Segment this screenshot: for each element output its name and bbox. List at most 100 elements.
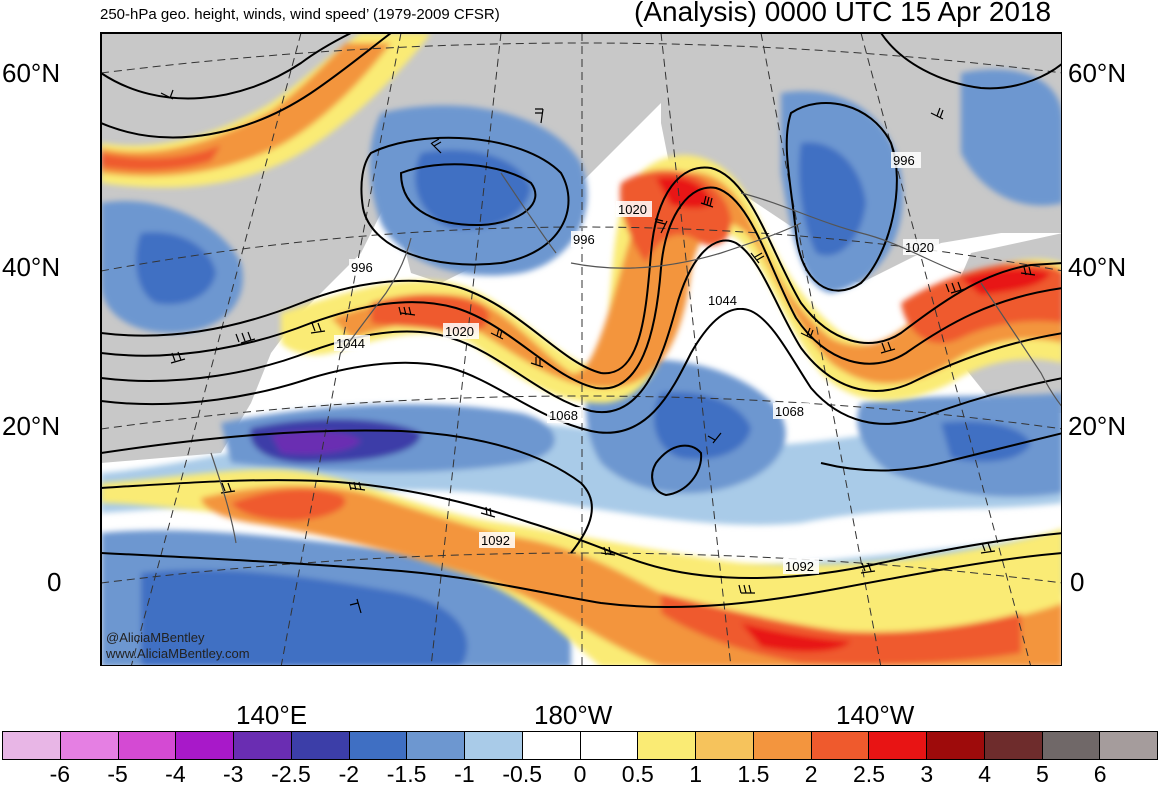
colorbar-swatch — [638, 732, 696, 759]
contour-1068-a — [101, 239, 1061, 414]
coastline-kamchatka — [500, 172, 557, 254]
colorbar-swatch — [234, 732, 292, 759]
height-contours — [101, 33, 1061, 608]
contour-1092-north — [101, 429, 593, 554]
neg-band-south-dark — [141, 569, 468, 665]
colorbar-swatch — [60, 732, 119, 759]
coastlines — [210, 172, 1061, 544]
contour-label-1092-a: 1092 — [481, 533, 510, 548]
wind-barb — [170, 351, 186, 364]
map-panel: 996 1044 1020 1020 996 1044 1068 1068 10… — [100, 32, 1062, 666]
colorbar-swatch — [522, 732, 581, 759]
wind-barb — [880, 341, 896, 354]
lon-label-140w: 140°W — [836, 700, 915, 730]
contour-label-1068-b: 1068 — [775, 404, 804, 419]
wind-barb — [738, 584, 755, 594]
contour-996-nw — [101, 33, 352, 100]
map-title: 250-hPa geo. height, winds, wind speed’ … — [100, 6, 500, 23]
lon-label-140e: 140°E — [236, 700, 308, 730]
colorbar-swatch — [176, 732, 234, 759]
coastline-aleutians — [570, 222, 802, 269]
contour-label-1044-a: 1044 — [336, 336, 365, 351]
gridline-lon-140e — [280, 33, 402, 665]
analysis-time: (Analysis) 0000 UTC 15 Apr 2018 — [634, 0, 1052, 27]
colorbar-tick-label: -3 — [222, 761, 244, 787]
wind-barb — [430, 138, 442, 154]
neg-gulf-alaska-core — [799, 142, 866, 256]
colorbar-tick-label: 0 — [573, 761, 587, 787]
coastline-philippines — [210, 452, 237, 544]
contour-1044-b — [101, 186, 1061, 390]
colorbar-tick-label: -5 — [107, 761, 128, 787]
wind-barb — [945, 281, 966, 294]
credit-handle: @AliciaMBentley — [106, 630, 205, 645]
colorbar-tick-label: 1 — [689, 761, 702, 787]
jet-subtropical-red-south — [661, 593, 1021, 665]
contour-east-ridge — [820, 432, 1061, 472]
colorbar-swatch — [927, 732, 985, 759]
wind-barb — [310, 322, 326, 334]
contour-label-1020-b: 1020 — [618, 202, 647, 217]
wind-barb — [530, 357, 544, 368]
colorbar-swatch — [869, 732, 927, 759]
colorbar-swatch — [349, 732, 408, 759]
jet-subtropical-orange — [201, 485, 1061, 665]
wind-barb — [750, 252, 765, 264]
wind-barb — [700, 195, 714, 208]
colorbar-tick-label: -2 — [338, 761, 360, 787]
colorbar — [2, 731, 1158, 760]
colorbar-swatch — [3, 732, 61, 759]
wind-barb — [600, 546, 616, 556]
lat-label-40n-right: 40°N — [1068, 252, 1127, 282]
contour-label-996-b: 996 — [573, 232, 595, 247]
contour-1092-mid — [101, 479, 1061, 579]
neg-west-asia-core — [136, 232, 216, 305]
wind-barb — [930, 107, 944, 120]
wind-barb — [398, 306, 416, 316]
colorbar-tick-label: 1.5 — [737, 761, 770, 787]
wind-barb — [480, 506, 496, 518]
colorbar-tick-label: 4 — [978, 761, 991, 787]
contour-label-1044-b: 1044 — [708, 293, 737, 308]
wind-barb — [535, 108, 544, 124]
contour-label-1092-b: 1092 — [785, 559, 814, 574]
contour-label-996-c: 996 — [893, 153, 915, 168]
colorbar-swatch — [696, 732, 754, 759]
wind-barb — [235, 331, 256, 344]
contour-subtropical-high — [651, 444, 703, 497]
contour-1020-nw — [101, 33, 392, 139]
contour-1092-south — [101, 552, 1061, 608]
wind-barb — [1020, 266, 1036, 276]
colorbar-tick-label: 0.5 — [621, 761, 654, 787]
neg-east-pacific-core — [941, 421, 1031, 462]
contour-1044-west — [101, 166, 1061, 375]
contour-label-1020-a: 1020 — [445, 324, 474, 339]
colorbar-tick-label: 3 — [920, 761, 934, 787]
colorbar-swatch — [1042, 732, 1101, 759]
neg-core-west-pacific-inner — [271, 431, 361, 455]
wind-barb — [860, 562, 876, 574]
colorbar-tick-label: -1 — [454, 761, 475, 787]
jet-subtropical-darkred-south — [741, 623, 851, 652]
contour-1068-b — [101, 307, 1061, 434]
colorbar-tick-label: 2.5 — [853, 761, 885, 787]
wind-barb — [654, 218, 668, 234]
colorbar-swatch — [984, 732, 1043, 759]
lat-label-40n-left: 40°N — [2, 252, 61, 282]
jet-subtropical-red — [231, 489, 346, 521]
lat-label-60n-left: 60°N — [2, 58, 61, 88]
map-svg: 996 1044 1020 1020 996 1044 1068 1068 10… — [101, 33, 1061, 665]
coastline-nw-america — [980, 282, 1061, 407]
contour-alaska-north — [880, 33, 1061, 90]
colorbar-swatch — [291, 732, 350, 759]
colorbar-swatch — [407, 732, 465, 759]
colorbar-tick-label: 2 — [804, 761, 818, 787]
jet-northwest-red — [101, 145, 221, 171]
coastline-japan — [340, 237, 412, 354]
colorbar-swatch — [1100, 732, 1157, 759]
gridline-lat-60n — [101, 42, 1061, 74]
wind-barb — [348, 481, 366, 491]
wind-barb — [707, 432, 722, 444]
gridline-lon-160e — [430, 33, 502, 665]
lat-label-20n-right: 20°N — [1068, 411, 1127, 441]
